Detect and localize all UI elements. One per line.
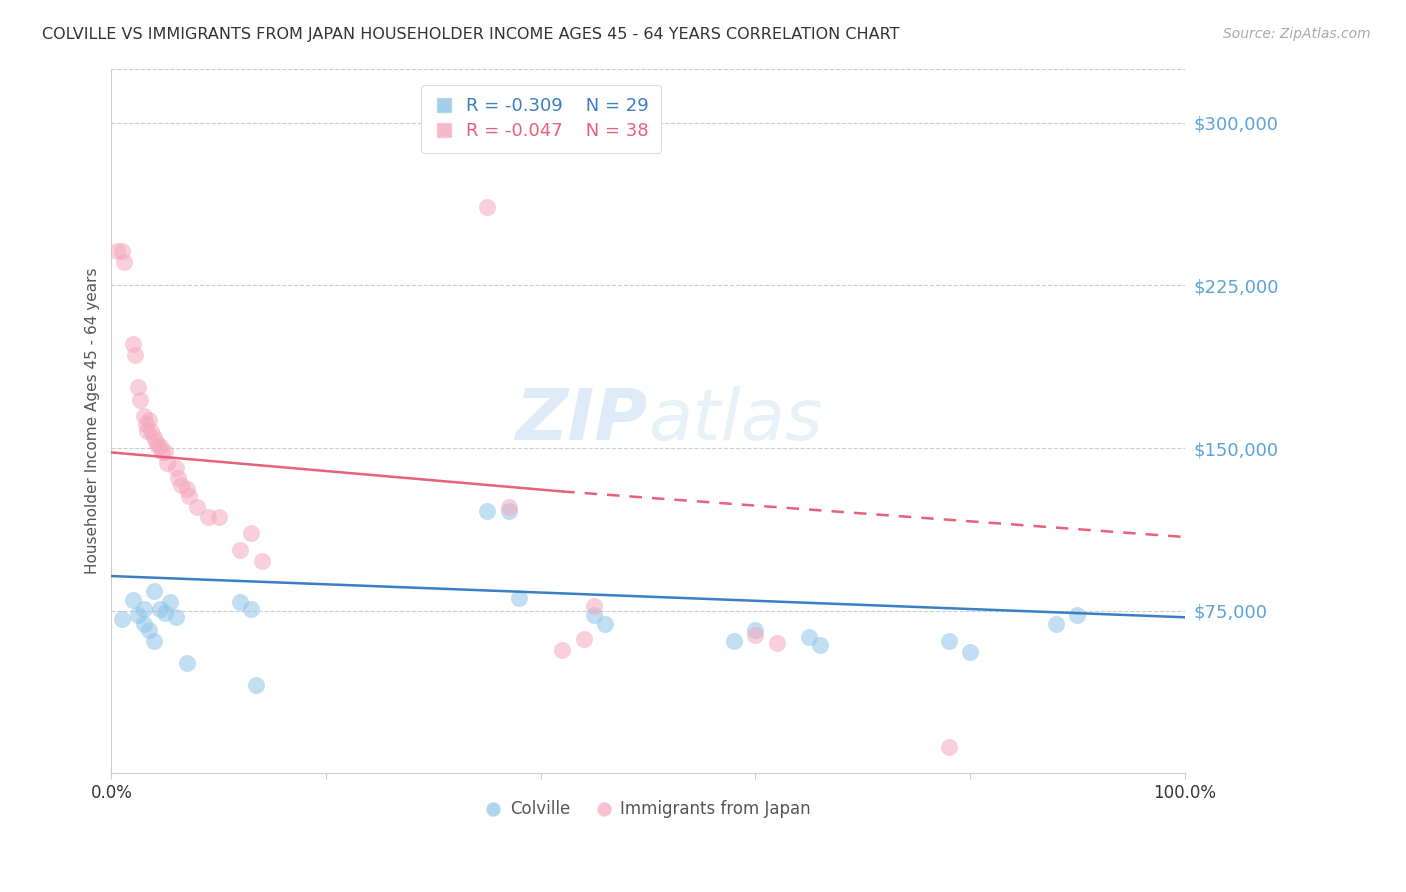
Point — [146, 439, 169, 453]
Point — [583, 608, 606, 623]
Point — [766, 636, 789, 650]
Point — [176, 656, 198, 670]
Y-axis label: Householder Income Ages 45 - 64 years: Householder Income Ages 45 - 64 years — [86, 268, 100, 574]
Point — [572, 632, 595, 646]
Point — [159, 595, 181, 609]
Point — [153, 606, 176, 620]
Point — [551, 642, 574, 657]
Point — [498, 504, 520, 518]
Point — [167, 471, 190, 485]
Point — [1066, 608, 1088, 623]
Point — [239, 601, 262, 615]
Point — [143, 634, 166, 648]
Point — [129, 393, 152, 408]
Point — [938, 634, 960, 648]
Point — [139, 424, 162, 438]
Point — [250, 554, 273, 568]
Point — [143, 584, 166, 599]
Point — [177, 489, 200, 503]
Point — [197, 510, 219, 524]
Text: atlas: atlas — [648, 386, 823, 456]
Point — [105, 244, 128, 258]
Point — [138, 413, 160, 427]
Point — [498, 500, 520, 514]
Point — [143, 430, 166, 444]
Point — [111, 612, 134, 626]
Point — [938, 740, 960, 755]
Point — [112, 254, 135, 268]
Text: Source: ZipAtlas.com: Source: ZipAtlas.com — [1223, 27, 1371, 41]
Point — [583, 599, 606, 614]
Point — [138, 624, 160, 638]
Point — [170, 478, 193, 492]
Text: COLVILLE VS IMMIGRANTS FROM JAPAN HOUSEHOLDER INCOME AGES 45 - 64 YEARS CORRELAT: COLVILLE VS IMMIGRANTS FROM JAPAN HOUSEH… — [42, 27, 900, 42]
Point — [723, 634, 745, 648]
Point — [245, 677, 267, 691]
Point — [475, 200, 498, 214]
Point — [145, 434, 167, 449]
Point — [208, 510, 231, 524]
Point — [127, 608, 149, 623]
Point — [153, 445, 176, 459]
Point — [229, 595, 252, 609]
Point — [150, 445, 173, 459]
Point — [593, 616, 616, 631]
Point — [132, 409, 155, 423]
Point — [229, 543, 252, 558]
Point — [132, 616, 155, 631]
Point — [508, 591, 530, 605]
Point — [132, 601, 155, 615]
Point — [149, 601, 172, 615]
Point — [808, 639, 831, 653]
Point — [176, 483, 198, 497]
Point — [122, 337, 145, 351]
Point — [1045, 616, 1067, 631]
Point — [959, 645, 981, 659]
Point — [135, 417, 157, 432]
Point — [111, 244, 134, 258]
Point — [165, 460, 187, 475]
Point — [797, 630, 820, 644]
Point — [744, 624, 766, 638]
Point — [165, 610, 187, 624]
Point — [127, 380, 149, 394]
Text: ZIP: ZIP — [516, 386, 648, 456]
Point — [122, 593, 145, 607]
Point — [186, 500, 208, 514]
Point — [149, 439, 172, 453]
Point — [239, 525, 262, 540]
Point — [135, 424, 157, 438]
Point — [156, 456, 179, 470]
Point — [124, 348, 146, 362]
Point — [475, 504, 498, 518]
Point — [744, 627, 766, 641]
Legend: Colville, Immigrants from Japan: Colville, Immigrants from Japan — [478, 794, 818, 825]
